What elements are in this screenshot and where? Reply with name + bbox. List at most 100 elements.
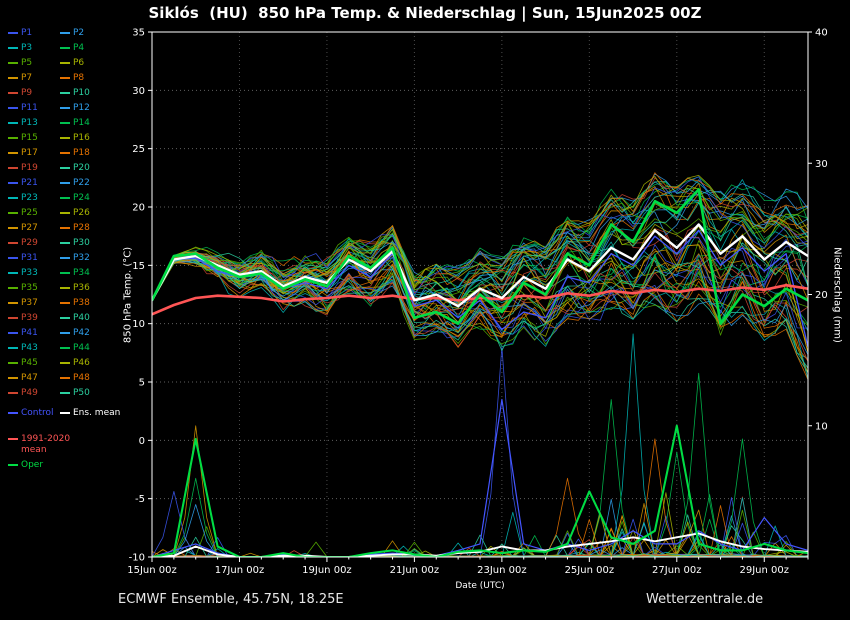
legend-member-p44: P44 (60, 343, 90, 354)
footer-model-info: ECMWF Ensemble, 45.75N, 18.25E (118, 592, 344, 607)
legend-label: P36 (73, 283, 90, 293)
legend-member-p8: P8 (60, 73, 84, 84)
legend-label: Oper (21, 460, 44, 470)
series-oper (152, 188, 808, 557)
legend-label: P7 (21, 73, 33, 83)
legend-swatch (8, 136, 18, 139)
y-left-axis-title: 850 hPa Temp. (°C) (122, 246, 134, 344)
x-tick-label: 21Jun 00z (390, 565, 440, 576)
legend-label: P12 (73, 103, 90, 113)
legend-swatch (8, 376, 18, 379)
series-ens-mean (152, 223, 808, 557)
legend-swatch (60, 106, 70, 109)
legend-label: P9 (21, 88, 33, 98)
legend-label: P50 (73, 388, 90, 398)
legend-clim-mean: 1991-2020 mean (8, 434, 70, 456)
legend-swatch (8, 121, 18, 124)
legend-label: P43 (21, 343, 38, 353)
legend-member-p4: P4 (60, 43, 84, 54)
legend-swatch (60, 61, 70, 64)
legend-label: P29 (21, 238, 38, 248)
legend-member-p48: P48 (60, 373, 90, 384)
legend-label: P17 (21, 148, 38, 158)
legend-label: P16 (73, 133, 90, 143)
legend-member-p50: P50 (60, 388, 90, 399)
y-left-tick-label: 10 (132, 319, 145, 330)
legend-label: Control (21, 408, 54, 418)
x-tick-label: 19Jun 00z (302, 565, 352, 576)
x-tick-label: 17Jun 00z (215, 565, 265, 576)
legend-label: P38 (73, 298, 90, 308)
legend-member-p29: P29 (8, 238, 38, 249)
legend-label: P15 (21, 133, 38, 143)
legend-member-p10: P10 (60, 88, 90, 99)
legend-oper: Oper (8, 460, 43, 471)
legend-label: P27 (21, 223, 38, 233)
legend-label: P23 (21, 193, 38, 203)
y-right-tick-label: 40 (815, 28, 828, 39)
legend-member-p19: P19 (8, 163, 38, 174)
footer-site-name: Wetterzentrale.de (646, 592, 764, 607)
legend-swatch (8, 361, 18, 364)
legend-swatch (60, 196, 70, 199)
legend-swatch (60, 316, 70, 319)
legend-swatch (60, 331, 70, 334)
legend-label: P40 (73, 313, 90, 323)
legend-member-p38: P38 (60, 298, 90, 309)
legend-swatch (8, 391, 18, 394)
legend-swatch (60, 286, 70, 289)
legend-member-p26: P26 (60, 208, 90, 219)
legend-label: P25 (21, 208, 38, 218)
y-left-tick-label: 15 (132, 261, 145, 272)
legend-swatch (60, 271, 70, 274)
legend-label: P39 (21, 313, 38, 323)
legend-label: P10 (73, 88, 90, 98)
legend-label: P30 (73, 238, 90, 248)
legend-member-p49: P49 (8, 388, 38, 399)
legend-ens-mean: Ens. mean (60, 408, 120, 419)
legend-swatch (60, 376, 70, 379)
x-tick-label: 23Jun 00z (477, 565, 527, 576)
legend-swatch (60, 301, 70, 304)
legend-swatch (60, 361, 70, 364)
chart-title: Siklós (HU) 850 hPa Temp. & Niederschlag… (148, 4, 702, 22)
legend-label: P21 (21, 178, 38, 188)
legend-member-p28: P28 (60, 223, 90, 234)
legend-member-p18: P18 (60, 148, 90, 159)
legend-member-p2: P2 (60, 28, 84, 39)
legend-label: P44 (73, 343, 90, 353)
y-left-tick-label: -10 (129, 553, 145, 564)
legend-label: 1991-2020 (21, 434, 71, 444)
legend-label: P22 (73, 178, 90, 188)
legend-swatch (8, 301, 18, 304)
legend-member-p30: P30 (60, 238, 90, 249)
legend-label: P47 (21, 373, 38, 383)
legend-swatch (8, 463, 18, 466)
y-left-tick-label: 20 (132, 203, 145, 214)
x-tick-label: 25Jun 00z (565, 565, 615, 576)
legend-label: P18 (73, 148, 90, 158)
legend-member-p47: P47 (8, 373, 38, 384)
legend-swatch (8, 181, 18, 184)
y-right-tick-label: 20 (815, 290, 828, 301)
legend-member-p36: P36 (60, 283, 90, 294)
legend-swatch (60, 166, 70, 169)
y-left-tick-label: 5 (139, 378, 145, 389)
axes: 35 30 25 20 15 10 5 0 -5 -10 40 30 20 10 15Jun 00z 17Ju… (127, 28, 827, 577)
legend-swatch (60, 411, 70, 414)
legend-member-p34: P34 (60, 268, 90, 279)
legend-member-p7: P7 (8, 73, 32, 84)
legend-label: mean (21, 445, 47, 455)
legend-label: P31 (21, 253, 38, 263)
legend-control: Control (8, 408, 54, 419)
legend-member-p42: P42 (60, 328, 90, 339)
legend-member-p41: P41 (8, 328, 38, 339)
y-right-tick-label: 30 (815, 159, 828, 170)
legend-swatch (60, 241, 70, 244)
y-left-tick-label: 30 (132, 86, 145, 97)
legend-label: P45 (21, 358, 38, 368)
legend-member-p9: P9 (8, 88, 32, 99)
legend-swatch (8, 91, 18, 94)
legend-member-p13: P13 (8, 118, 38, 129)
